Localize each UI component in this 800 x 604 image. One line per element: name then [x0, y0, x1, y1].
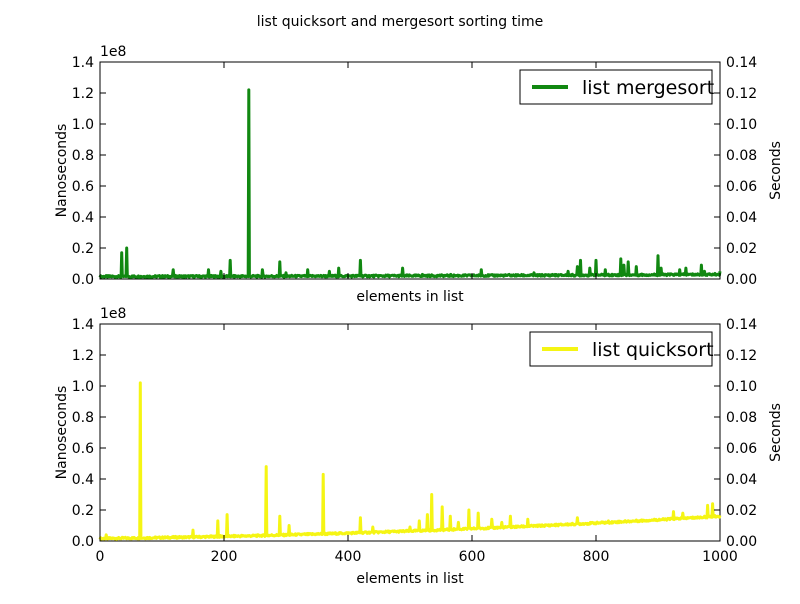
y-tick-label-right: 0.10 [726, 379, 757, 395]
series-line-0 [98, 88, 722, 279]
y-tick-label: 0.2 [72, 241, 94, 257]
y-tick-label-right: 0.02 [726, 241, 757, 257]
y-tick-label-right: 0.14 [726, 55, 757, 71]
x-tick-label: 0 [96, 549, 105, 565]
y-axis-label-right: Seconds [768, 141, 784, 200]
y-tick-label-right: 0.10 [726, 117, 757, 133]
y-tick-label: 1.2 [72, 86, 94, 102]
figure-title: list quicksort and mergesort sorting tim… [257, 14, 543, 30]
y-tick-label: 0.0 [72, 534, 94, 550]
y-offset-label: 1e8 [100, 44, 126, 60]
y-tick-label: 0.6 [72, 441, 94, 457]
plot-frame [99, 323, 721, 542]
x-tick-label: 800 [583, 549, 610, 565]
y-tick-label: 0.8 [72, 410, 94, 426]
y-tick-label-right: 0.00 [726, 272, 757, 288]
plot-frame [99, 61, 721, 280]
y-tick-label: 1.4 [72, 55, 94, 71]
y-tick-label: 0.2 [72, 503, 94, 519]
y-tick-label-right: 0.08 [726, 410, 757, 426]
y-tick-label-right: 0.02 [726, 503, 757, 519]
y-tick-label-right: 0.06 [726, 179, 757, 195]
x-tick-label: 200 [211, 549, 238, 565]
y-tick-label: 1.0 [72, 117, 94, 133]
y-tick-label: 0.4 [72, 472, 94, 488]
x-axis-label: elements in list [356, 571, 464, 587]
y-axis-label: Nanoseconds [54, 386, 70, 480]
y-tick-label: 0.4 [72, 210, 94, 226]
y-tick-label: 0.8 [72, 148, 94, 164]
y-tick-label-right: 0.12 [726, 348, 757, 364]
quicksort-panel: 0.0 0.2 0.4 0.6 0.8 1.0 1.2 1.4 0.00 0.02 0.04 0.06… [54, 306, 784, 587]
y-tick-label-right: 0.12 [726, 86, 757, 102]
y-tick-label-right: 0.06 [726, 441, 757, 457]
y-axis-label-right: Seconds [768, 403, 784, 462]
y-tick-label: 1.4 [72, 317, 94, 333]
y-tick-label-right: 0.04 [726, 210, 757, 226]
mergesort-panel: 0.0 0.2 0.4 0.6 0.8 1.0 1.2 1.4 0.00 0.02 0.04 0.06… [54, 44, 784, 305]
y-axis-label: Nanoseconds [54, 124, 70, 218]
y-tick-label: 1.0 [72, 379, 94, 395]
y-tick-label: 0.0 [72, 272, 94, 288]
x-axis-label: elements in list [356, 289, 464, 305]
legend-label: list mergesort [582, 77, 714, 99]
legend-label: list quicksort [592, 339, 714, 361]
y-tick-label: 1.2 [72, 348, 94, 364]
y-tick-label-right: 0.00 [726, 534, 757, 550]
y-tick-label: 0.6 [72, 179, 94, 195]
y-tick-label-right: 0.14 [726, 317, 757, 333]
y-tick-label-right: 0.08 [726, 148, 757, 164]
x-tick-label: 600 [459, 549, 486, 565]
y-tick-label-right: 0.04 [726, 472, 757, 488]
x-tick-label: 400 [335, 549, 362, 565]
y-offset-label: 1e8 [100, 306, 126, 322]
x-tick-label: 1000 [702, 549, 738, 565]
series-line-0 [98, 381, 722, 541]
